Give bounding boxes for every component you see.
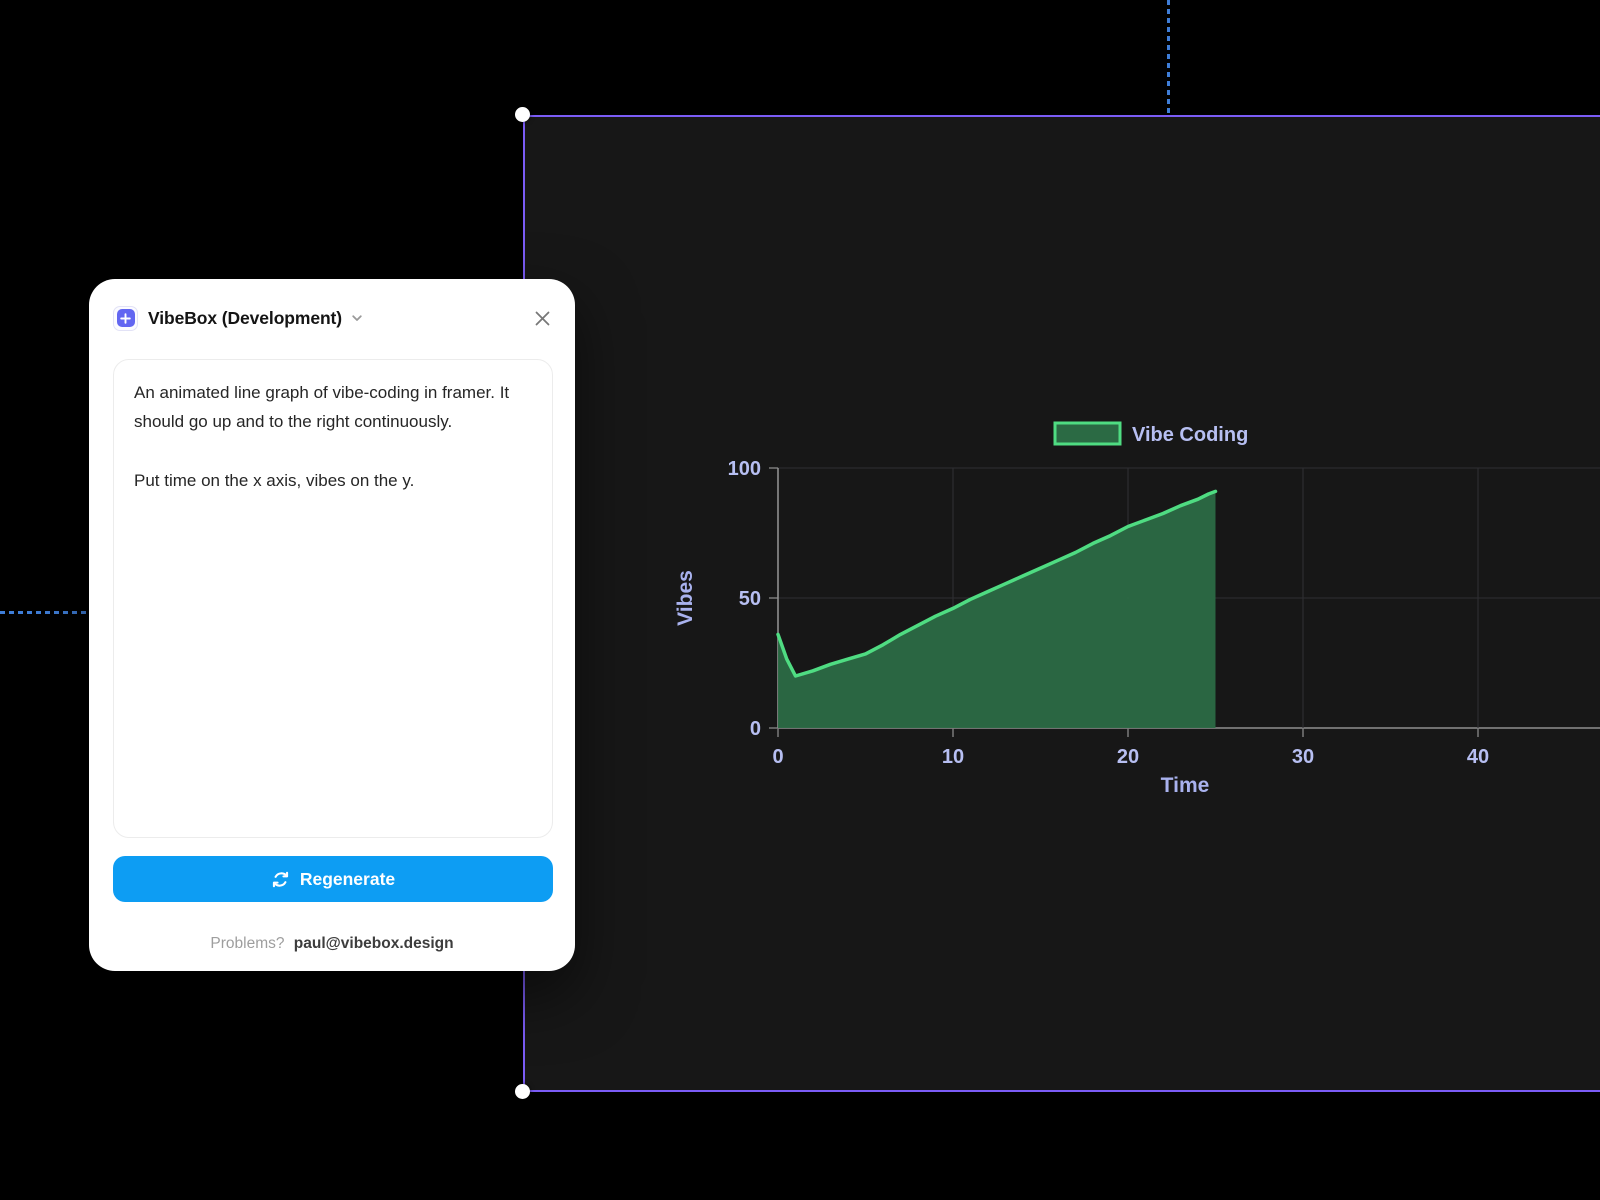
snap-guide-vertical xyxy=(1167,0,1170,116)
selection-handle-top-left[interactable] xyxy=(515,107,530,122)
footer-email[interactable]: paul@vibebox.design xyxy=(293,935,454,952)
regenerate-button[interactable]: Regenerate xyxy=(113,856,553,902)
panel-title-dropdown[interactable]: VibeBox (Development) xyxy=(113,305,364,331)
panel-title: VibeBox (Development) xyxy=(148,307,343,328)
svg-text:100: 100 xyxy=(728,458,761,480)
panel-header: VibeBox (Development) xyxy=(113,303,555,333)
svg-text:Vibe Coding: Vibe Coding xyxy=(1132,424,1248,446)
svg-text:50: 50 xyxy=(739,588,761,610)
svg-text:Vibes: Vibes xyxy=(674,570,697,626)
regenerate-label: Regenerate xyxy=(299,868,396,889)
close-button[interactable] xyxy=(530,306,555,331)
svg-text:40: 40 xyxy=(1467,746,1489,768)
chevron-down-icon xyxy=(352,315,362,321)
svg-text:0: 0 xyxy=(772,746,783,768)
refresh-icon xyxy=(272,871,288,887)
plus-icon xyxy=(116,309,135,327)
footer-question: Problems? xyxy=(210,935,285,952)
svg-text:30: 30 xyxy=(1292,746,1314,768)
snap-guide-horizontal xyxy=(0,611,89,614)
selection-handle-bottom-left[interactable] xyxy=(515,1084,530,1099)
vibe-coding-chart: 0 50 100 0 10 20 30 40 Time Vibes Vibe Coding xyxy=(674,421,1600,797)
svg-text:Time: Time xyxy=(1161,774,1210,797)
vibebox-panel: VibeBox (Development) An animated line g… xyxy=(89,279,575,971)
svg-text:0: 0 xyxy=(750,718,761,740)
close-icon xyxy=(535,311,550,325)
vibebox-app-icon xyxy=(113,305,138,331)
svg-text:10: 10 xyxy=(942,746,964,768)
prompt-input[interactable]: An animated line graph of vibe-coding in… xyxy=(113,359,553,838)
panel-footer: Problems? paul@vibebox.design xyxy=(89,935,575,953)
svg-text:20: 20 xyxy=(1117,746,1139,768)
